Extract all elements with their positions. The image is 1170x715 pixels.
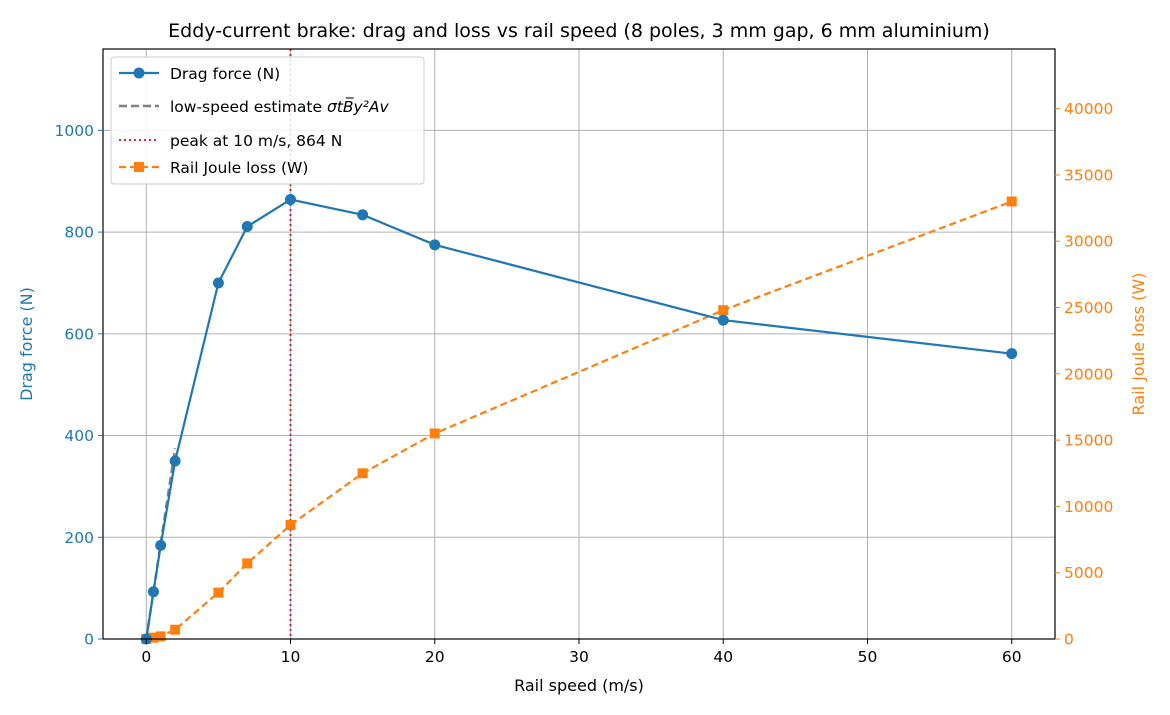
legend-loss-marker (134, 162, 144, 172)
right-y-tick-label: 40000 (1064, 100, 1113, 118)
drag-marker (717, 314, 729, 326)
left-y-tick-label: 0 (84, 631, 94, 649)
drag-marker (155, 539, 167, 551)
legend: Drag force (N) low-speed estimate σtB̅y²A… (110, 56, 425, 185)
grid (103, 49, 1055, 640)
drag-marker (357, 209, 369, 221)
x-axis-label: Rail speed (m/s) (514, 676, 644, 695)
x-tick-label: 50 (858, 648, 878, 666)
legend-estimate-formula: σtB̅y²Av (327, 97, 390, 116)
drag-marker (429, 239, 441, 251)
legend-drag-label: Drag force (N) (170, 65, 280, 83)
drag-marker (241, 221, 253, 233)
right-y-tick-label: 20000 (1064, 365, 1113, 383)
right-y-tick-label: 15000 (1064, 432, 1113, 450)
loss-marker (242, 558, 253, 569)
legend-peak-label: peak at 10 m/s, 864 N (170, 132, 342, 150)
loss-marker (170, 624, 181, 635)
chart-title: Eddy-current brake: drag and loss vs rai… (168, 20, 990, 42)
loss-marker (148, 632, 159, 643)
loss-marker (429, 428, 440, 439)
legend-estimate-label: low-speed estimate σtB̅y²Av (170, 97, 389, 116)
left-axis-label: Drag force (N) (17, 287, 36, 401)
drag-marker (212, 277, 224, 289)
left-y-tick-label: 800 (64, 224, 94, 242)
right-y-tick-label: 30000 (1064, 233, 1113, 251)
legend-loss-label: Rail Joule loss (W) (170, 159, 308, 177)
drag-marker (147, 586, 159, 598)
legend-estimate-prefix: low-speed estimate (170, 98, 327, 116)
drag-marker (1006, 348, 1018, 360)
axes: 0 10 20 30 40 50 60020040060080010000500010000… (55, 48, 1113, 666)
x-tick-label: 10 (281, 648, 301, 666)
loss-marker (718, 305, 729, 316)
right-y-tick-label: 25000 (1064, 299, 1113, 317)
series-layer (140, 49, 1018, 645)
left-y-tick-label: 1000 (55, 122, 94, 140)
loss-marker (357, 468, 368, 479)
x-tick-label: 20 (425, 648, 445, 666)
legend-drag-marker (133, 67, 145, 79)
drag-marker (285, 194, 297, 206)
right-axis-label: Rail Joule loss (W) (1129, 273, 1148, 416)
legend-box (110, 56, 425, 185)
right-y-tick-label: 35000 (1064, 166, 1113, 184)
left-y-tick-label: 400 (64, 427, 94, 445)
right-y-tick-label: 10000 (1064, 498, 1113, 516)
loss-marker (213, 587, 224, 598)
left-y-tick-label: 200 (64, 529, 94, 547)
left-y-tick-label: 600 (64, 325, 94, 343)
loss-marker (155, 631, 166, 642)
right-y-tick-label: 5000 (1064, 564, 1103, 582)
x-tick-label: 40 (713, 648, 733, 666)
right-y-tick-label: 0 (1064, 631, 1074, 649)
drag-marker (169, 455, 181, 467)
loss-marker (285, 519, 296, 530)
x-tick-label: 60 (1002, 648, 1022, 666)
loss-marker (1006, 196, 1017, 207)
x-tick-label: 30 (569, 648, 589, 666)
x-tick-label: 0 (141, 648, 151, 666)
